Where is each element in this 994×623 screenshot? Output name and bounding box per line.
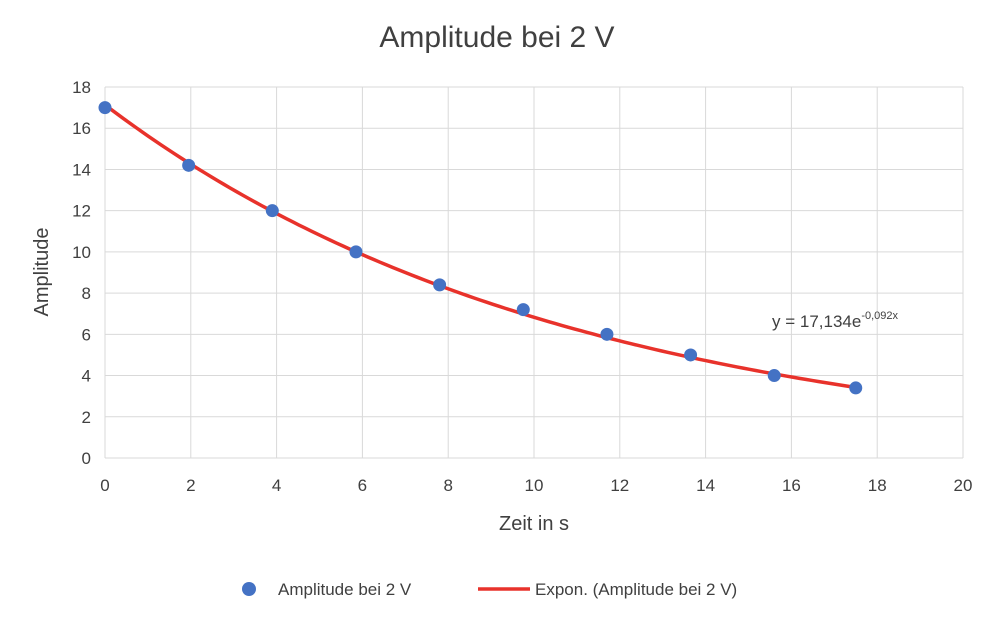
data-points	[98, 101, 863, 395]
trendline-equation-base: y = 17,134e	[772, 312, 861, 331]
y-axis-title: Amplitude	[31, 228, 53, 317]
x-tick-label: 18	[868, 476, 887, 495]
data-point	[98, 101, 112, 115]
y-tick-label: 4	[82, 367, 91, 386]
x-tick-label: 10	[525, 476, 544, 495]
x-tick-label: 2	[186, 476, 195, 495]
y-tick-label: 18	[72, 78, 91, 97]
y-tick-label: 12	[72, 202, 91, 221]
x-axis-title: Zeit in s	[499, 513, 569, 535]
y-tick-label: 0	[82, 449, 91, 468]
data-point	[349, 245, 363, 259]
data-point	[433, 278, 447, 292]
data-point	[265, 204, 279, 218]
trendline-equation: y = 17,134e-0,092x	[772, 310, 899, 331]
y-tick-label: 14	[72, 160, 91, 179]
legend-label-trendline: Expon. (Amplitude bei 2 V)	[535, 580, 737, 599]
trendline-equation-exponent: -0,092x	[861, 310, 898, 322]
x-tick-label: 8	[443, 476, 452, 495]
y-tick-label: 10	[72, 243, 91, 262]
data-point	[182, 158, 196, 172]
x-tick-label: 16	[782, 476, 801, 495]
legend-label-scatter: Amplitude bei 2 V	[278, 580, 412, 599]
x-tick-label: 6	[358, 476, 367, 495]
y-tick-label: 6	[82, 325, 91, 344]
x-tick-label: 0	[100, 476, 109, 495]
data-point	[600, 327, 614, 341]
y-tick-label: 8	[82, 284, 91, 303]
data-point	[684, 348, 698, 362]
data-point	[767, 369, 781, 383]
y-tick-label: 2	[82, 408, 91, 427]
data-point	[516, 303, 530, 317]
x-tick-label: 12	[610, 476, 629, 495]
y-tick-label: 16	[72, 119, 91, 138]
x-tick-label: 20	[954, 476, 973, 495]
trendline-curve	[103, 103, 857, 390]
x-tick-label: 4	[272, 476, 281, 495]
trendline	[103, 103, 857, 390]
chart-title: Amplitude bei 2 V	[379, 21, 614, 54]
x-tick-label: 14	[696, 476, 715, 495]
legend-marker-scatter	[242, 582, 256, 596]
legend: Amplitude bei 2 V Expon. (Amplitude bei …	[242, 580, 737, 599]
data-point	[849, 381, 863, 395]
grid	[104, 86, 964, 459]
tick-labels: 0 2 4 6 8 10 12 14 16 18 0 2 4 6 8 10 12 14 16 18 20	[72, 78, 972, 495]
